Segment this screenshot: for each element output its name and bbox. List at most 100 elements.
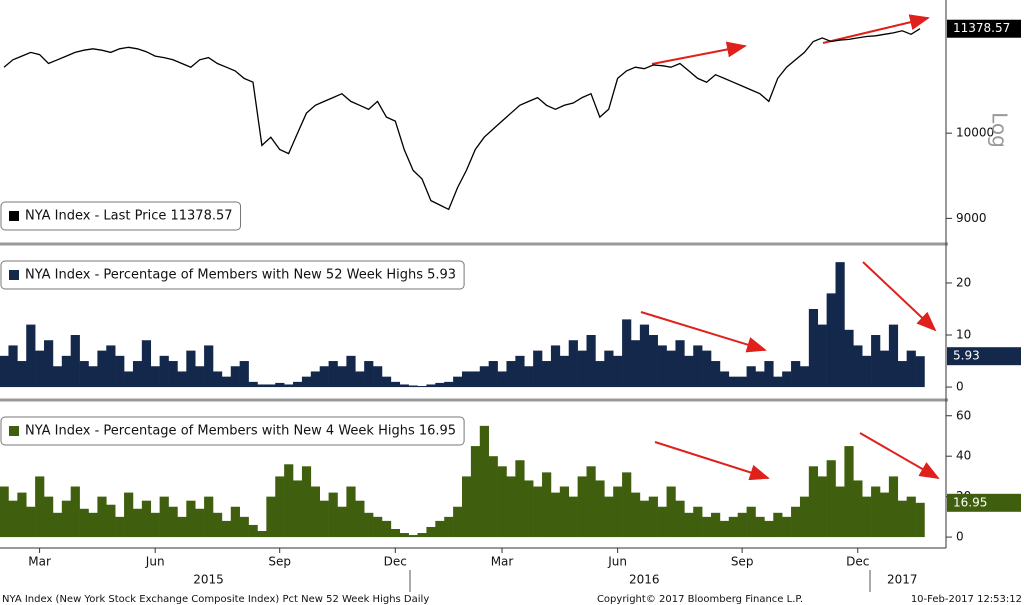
- bar: [470, 446, 481, 538]
- bar: [284, 464, 294, 538]
- last-value-tag: 11378.57: [947, 19, 1021, 38]
- footer-center: Copyright© 2017 Bloomberg Finance L.P.: [597, 594, 803, 605]
- bar: [257, 531, 267, 538]
- bar: [515, 460, 525, 538]
- bar: [408, 385, 418, 388]
- bar: [293, 480, 303, 538]
- bar: [737, 376, 747, 388]
- bar: [497, 371, 507, 388]
- bar: [506, 476, 516, 538]
- bar: [132, 508, 143, 538]
- bar: [773, 376, 783, 388]
- bar: [764, 520, 774, 538]
- bar: [355, 371, 365, 388]
- x-year-label: 2016: [629, 573, 660, 587]
- bar: [853, 480, 863, 538]
- bar: [693, 506, 703, 538]
- bar: [844, 446, 854, 538]
- bar: [524, 366, 534, 388]
- bar: [613, 355, 623, 388]
- bar: [168, 506, 178, 538]
- bar: [88, 512, 98, 538]
- x-tick-label: Jun: [145, 555, 165, 569]
- bar: [248, 524, 258, 538]
- last-value-label: 11378.57: [953, 21, 1010, 35]
- x-tick-label: Sep: [731, 555, 754, 569]
- bar: [221, 520, 232, 538]
- bar: [719, 371, 730, 388]
- bar: [533, 350, 543, 388]
- bar: [364, 361, 374, 388]
- x-tick-label: Mar: [491, 555, 514, 569]
- bar: [817, 324, 827, 388]
- bar: [888, 324, 899, 388]
- bar: [150, 512, 160, 538]
- bar: [630, 340, 641, 388]
- bar: [195, 508, 205, 538]
- bar: [462, 476, 472, 538]
- bar: [817, 476, 827, 538]
- last-value-box: [947, 19, 1021, 38]
- bar: [168, 361, 178, 388]
- bar: [417, 386, 427, 388]
- bar: [186, 350, 196, 388]
- bar: [515, 355, 525, 388]
- bar: [675, 340, 685, 388]
- x-tick-label: Dec: [384, 555, 407, 569]
- bar: [337, 506, 347, 538]
- bar: [212, 512, 223, 538]
- bar: [0, 486, 9, 538]
- legend-swatch: [9, 270, 19, 280]
- bar: [195, 366, 205, 388]
- bar: [639, 500, 650, 538]
- bar: [915, 356, 925, 388]
- bar: [595, 361, 605, 388]
- bar: [390, 528, 401, 538]
- last-value-tag: 16.95: [947, 493, 1021, 512]
- bar: [373, 516, 383, 538]
- bar: [70, 486, 80, 538]
- bar: [604, 496, 614, 538]
- bar: [728, 516, 738, 538]
- bar: [284, 384, 294, 388]
- bar: [293, 381, 303, 388]
- last-value-box: [947, 493, 1021, 512]
- bar: [61, 500, 71, 538]
- last-value-tag: 5.93: [947, 347, 1021, 366]
- bar: [613, 486, 623, 538]
- price-line: [3, 28, 921, 211]
- bar: [115, 355, 125, 388]
- bar: [497, 466, 507, 538]
- bar: [373, 366, 383, 388]
- bar: [719, 520, 730, 538]
- bar: [648, 335, 658, 388]
- arrow: [859, 432, 940, 479]
- bar: [399, 533, 409, 538]
- bar: [186, 500, 196, 538]
- bar: [906, 496, 916, 538]
- bar: [390, 381, 401, 388]
- x-year-label: 2015: [193, 573, 224, 587]
- bar: [524, 480, 534, 538]
- bar: [319, 366, 329, 388]
- bar: [711, 361, 721, 388]
- bar: [666, 350, 676, 388]
- bar: [773, 512, 783, 538]
- bar: [97, 350, 107, 388]
- bar: [275, 476, 285, 538]
- bar: [177, 516, 187, 538]
- bar: [853, 345, 863, 388]
- legend: NYA Index - Last Price 11378.57: [0, 201, 242, 231]
- bar: [586, 466, 596, 538]
- bar: [675, 500, 685, 538]
- bar: [568, 496, 578, 538]
- legend-swatch: [9, 426, 19, 436]
- bar: [835, 262, 845, 388]
- bar: [693, 345, 703, 388]
- bar: [550, 345, 561, 388]
- bar: [835, 486, 845, 538]
- bar: [630, 492, 641, 538]
- arrow: [862, 261, 937, 332]
- bar: [799, 496, 810, 538]
- legend-entry: NYA Index - Percentage of Members with N…: [25, 268, 456, 283]
